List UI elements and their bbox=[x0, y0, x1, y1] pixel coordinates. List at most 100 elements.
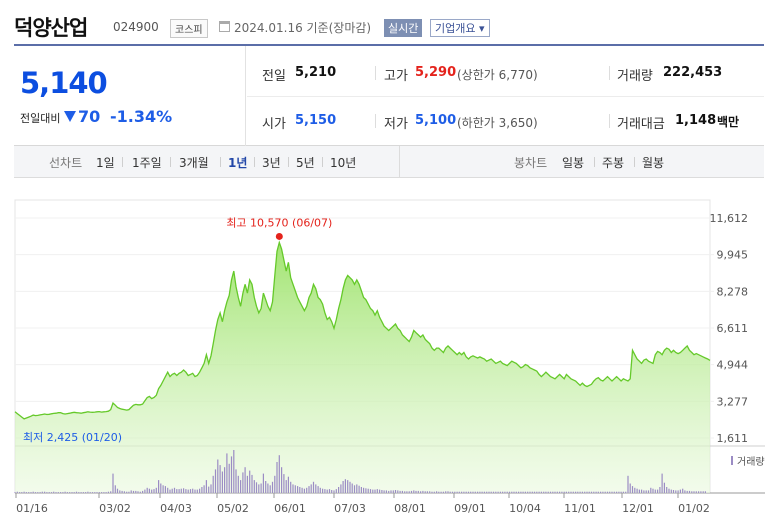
volume-bar bbox=[185, 489, 187, 493]
volume-bar bbox=[565, 491, 567, 493]
volume-bar bbox=[189, 489, 192, 493]
volume-bar bbox=[513, 491, 515, 493]
volume-bar bbox=[499, 491, 501, 493]
corp-info-dropdown[interactable]: 기업개요 ▾ bbox=[430, 19, 490, 37]
volume-bar bbox=[470, 491, 472, 493]
volume-bar bbox=[148, 488, 150, 493]
volume-bar bbox=[547, 491, 549, 493]
price-line bbox=[14, 240, 711, 420]
volume-bar bbox=[310, 484, 312, 493]
volume-bar bbox=[627, 475, 629, 493]
open-value: 5,150 bbox=[295, 113, 337, 128]
candle-daily[interactable]: 일봉 bbox=[562, 156, 585, 170]
volume-bar bbox=[682, 488, 684, 493]
volume-bar bbox=[374, 489, 376, 493]
volume-bar bbox=[37, 492, 39, 493]
volume-bar bbox=[21, 492, 23, 493]
volume-bar bbox=[406, 491, 408, 493]
base-date: 2024.01.16 기준(장마감) bbox=[234, 21, 372, 35]
volume-bar bbox=[89, 492, 91, 493]
candle-monthly[interactable]: 월봉 bbox=[642, 156, 665, 170]
period-1w[interactable]: 1주일 bbox=[132, 156, 162, 170]
volume-bar bbox=[536, 491, 538, 493]
current-price: 5,140 bbox=[20, 66, 108, 100]
period-3y[interactable]: 3년 bbox=[262, 156, 281, 170]
volume-bar bbox=[440, 491, 442, 493]
volume-bar bbox=[442, 491, 444, 493]
volume-bar bbox=[328, 489, 331, 493]
volume-bar bbox=[654, 489, 656, 493]
period-1y[interactable]: 1년 bbox=[228, 156, 248, 170]
volume-bar bbox=[210, 484, 212, 493]
divider bbox=[594, 157, 595, 167]
candle-weekly[interactable]: 주봉 bbox=[602, 156, 625, 170]
volume-bar bbox=[363, 487, 365, 493]
price-chart[interactable]: 11,612 9,945 8,278 6,611 4,944 3,277 1,611 01/… bbox=[0, 192, 765, 532]
open-label: 시가 bbox=[262, 117, 286, 132]
volume-bar bbox=[171, 488, 173, 493]
volume-bar bbox=[533, 491, 536, 493]
volume-legend-label: 거래량 bbox=[737, 456, 765, 468]
volume-bar bbox=[19, 492, 21, 493]
volume-bar bbox=[486, 491, 488, 493]
volume-bar bbox=[388, 490, 390, 493]
volume-bar bbox=[57, 492, 59, 493]
x-tick-label: 01/16 bbox=[16, 502, 48, 515]
volume-bar bbox=[135, 490, 137, 493]
calendar-icon bbox=[219, 21, 230, 32]
volume-bar bbox=[164, 486, 166, 493]
period-10y[interactable]: 10년 bbox=[330, 156, 357, 170]
volume-bar bbox=[155, 487, 157, 493]
volume-bar bbox=[365, 488, 367, 493]
period-1d[interactable]: 1일 bbox=[96, 156, 115, 170]
volume-bar bbox=[80, 492, 82, 493]
divider bbox=[609, 66, 610, 80]
volume-bar bbox=[659, 487, 661, 493]
volume-bar bbox=[219, 465, 221, 493]
volume-bar bbox=[116, 488, 119, 493]
volume-bar bbox=[294, 485, 296, 493]
volume-bar bbox=[472, 491, 474, 493]
y-tick-label: 4,944 bbox=[717, 359, 749, 372]
market-badge: 코스피 bbox=[170, 19, 208, 38]
volume-bar bbox=[552, 491, 554, 493]
divider bbox=[609, 114, 610, 128]
volume-bar bbox=[454, 491, 456, 493]
volume-bar bbox=[511, 491, 513, 493]
volume-bar bbox=[531, 491, 533, 493]
x-tick-label: 11/01 bbox=[564, 502, 596, 515]
volume-bar bbox=[299, 487, 301, 493]
volume-bar bbox=[668, 488, 670, 493]
volume-bar bbox=[606, 491, 609, 493]
volume-bar bbox=[199, 488, 201, 493]
volume-legend-icon bbox=[731, 456, 733, 465]
realtime-button[interactable]: 실시간 bbox=[384, 19, 423, 37]
volume-bar bbox=[399, 490, 401, 493]
volume-bar bbox=[429, 491, 431, 493]
volume-bar bbox=[643, 490, 645, 493]
volume-bar bbox=[262, 473, 264, 493]
volume-bar bbox=[657, 489, 659, 493]
volume-bar bbox=[338, 487, 340, 493]
period-5y[interactable]: 5년 bbox=[296, 156, 315, 170]
volume-bar bbox=[568, 491, 570, 493]
volume-bar bbox=[629, 483, 631, 493]
line-chart-label: 선차트 bbox=[49, 156, 83, 170]
volume-bar bbox=[292, 484, 294, 493]
volume-bar bbox=[335, 489, 337, 493]
volume-bar bbox=[303, 488, 305, 493]
period-3m[interactable]: 3개월 bbox=[179, 156, 209, 170]
high-label: 고가 bbox=[384, 69, 408, 84]
volume-bar bbox=[577, 491, 579, 493]
volume-bar bbox=[379, 489, 381, 493]
volume-bar bbox=[360, 487, 362, 493]
volume-bar bbox=[415, 490, 417, 493]
divider bbox=[322, 157, 323, 167]
volume-bar bbox=[449, 491, 451, 493]
volume-bar bbox=[30, 492, 32, 493]
volume-bar bbox=[556, 491, 558, 493]
volume-bar bbox=[381, 490, 383, 493]
volume-label: 거래량 bbox=[617, 69, 653, 84]
price-change-pct: -1.34% bbox=[110, 107, 173, 126]
volume-bar bbox=[641, 489, 643, 493]
